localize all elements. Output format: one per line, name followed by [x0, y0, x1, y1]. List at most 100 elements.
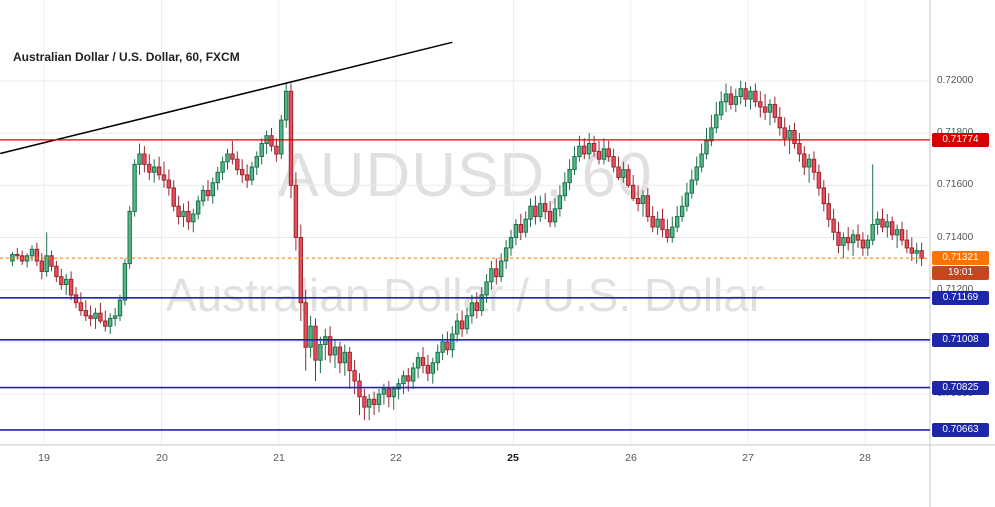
candle-body: [68, 278, 74, 296]
candle: [650, 206, 655, 233]
candle-body: [914, 250, 919, 254]
candle: [117, 294, 123, 321]
candle-body: [381, 388, 387, 395]
time-axis-label: 26: [625, 452, 637, 464]
candle-body: [450, 333, 455, 351]
candle-body: [161, 174, 167, 181]
candle: [34, 242, 40, 267]
candle-body: [249, 166, 255, 181]
candle-body: [479, 294, 484, 312]
candle: [288, 83, 294, 199]
candle-body: [645, 195, 650, 218]
candle-body: [132, 163, 137, 212]
candle: [753, 83, 758, 107]
candle-body: [288, 90, 294, 186]
candle: [327, 326, 333, 363]
candle-body: [846, 237, 851, 244]
candle-body: [112, 315, 118, 319]
candle-body: [430, 362, 436, 374]
candle-body: [714, 114, 719, 129]
candle-body: [709, 127, 714, 142]
candle-body: [49, 255, 54, 267]
trendline-drawing[interactable]: [0, 41, 453, 155]
candle-body: [455, 320, 460, 335]
price-axis[interactable]: 0.72000 0.71800 0.71600 0.71400 0.71200 0.710…: [930, 0, 995, 445]
candle-body: [489, 268, 494, 283]
candle: [738, 80, 743, 105]
candle: [147, 154, 152, 181]
candle-body: [890, 221, 895, 236]
candle-body: [631, 184, 636, 199]
candle: [909, 237, 914, 261]
candle-body: [235, 158, 240, 171]
candle: [709, 114, 714, 147]
candle-body: [743, 88, 748, 100]
candle: [587, 133, 592, 160]
candle-body: [367, 398, 372, 408]
candle-body: [44, 255, 49, 273]
candle: [455, 313, 460, 342]
time-axis-label: 20: [156, 452, 168, 464]
candle: [797, 133, 802, 162]
candle-body: [758, 101, 763, 108]
candle: [98, 302, 103, 324]
candle-body: [660, 218, 665, 231]
candle: [606, 140, 611, 162]
candle: [748, 86, 753, 110]
candle: [499, 253, 504, 282]
candle-body: [572, 156, 577, 171]
candle-body: [147, 163, 152, 173]
candle-body: [435, 351, 440, 364]
candle: [489, 261, 494, 290]
candle-body: [611, 156, 616, 168]
candle: [411, 362, 416, 389]
candle: [689, 169, 694, 199]
candle: [631, 174, 636, 201]
time-axis[interactable]: 19 20 21 22 25 26 27 28: [0, 446, 995, 506]
candle-body: [171, 187, 176, 207]
candle-body: [327, 336, 333, 356]
candle-body: [582, 145, 587, 155]
candle-body: [899, 229, 905, 241]
candle-body: [303, 302, 308, 348]
candle-body: [518, 224, 523, 233]
candle-body: [459, 320, 465, 330]
candle-body: [880, 218, 885, 228]
candle: [249, 161, 255, 186]
candle-body: [176, 205, 181, 218]
candle: [39, 253, 44, 280]
candle-body: [440, 341, 445, 353]
candle-body: [860, 239, 866, 249]
candle: [494, 258, 499, 285]
candle: [894, 224, 900, 248]
candle-body: [469, 302, 475, 317]
candle: [875, 211, 880, 235]
candle: [215, 167, 220, 191]
candle: [694, 156, 699, 186]
candle: [679, 195, 685, 222]
candle-body: [117, 299, 123, 317]
candle-body: [73, 294, 79, 304]
gridlines: [0, 0, 930, 445]
candle: [479, 287, 484, 316]
candle-body: [567, 169, 572, 184]
candle: [572, 146, 577, 175]
candle-body: [54, 265, 59, 278]
candle-body: [293, 184, 299, 239]
candle: [621, 161, 626, 183]
candle: [582, 138, 587, 160]
candle-body: [445, 341, 450, 351]
candle-body: [371, 398, 377, 405]
candle-body: [20, 255, 25, 262]
candle-body: [601, 148, 607, 160]
candle-body: [557, 195, 563, 210]
candle-body: [543, 203, 548, 212]
candle-body: [298, 237, 304, 304]
candle-body: [919, 250, 924, 259]
candle: [904, 229, 910, 254]
candle: [640, 190, 646, 217]
candle-body: [865, 239, 870, 249]
candle: [186, 201, 191, 230]
